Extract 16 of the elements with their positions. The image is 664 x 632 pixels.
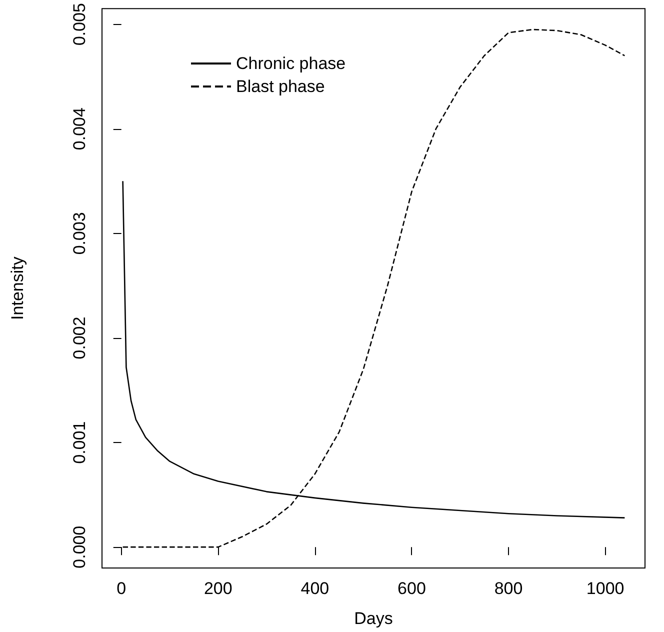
x-tick-label: 400 (300, 579, 330, 598)
x-axis-title: Days (354, 609, 393, 628)
x-tick-label: 0 (116, 579, 126, 598)
y-tick-label: 0.003 (70, 212, 89, 255)
y-tick-label: 0.004 (70, 108, 89, 150)
legend-label: Chronic phase (236, 54, 346, 73)
x-tick-label: 200 (204, 579, 232, 598)
legend-label: Blast phase (236, 77, 325, 96)
x-tick-label: 600 (398, 579, 426, 598)
x-tick-label: 1000 (586, 579, 624, 598)
y-tick-label: 0.005 (70, 2, 89, 46)
y-tick-label: 0.001 (70, 421, 89, 464)
x-tick-label: 800 (494, 579, 523, 598)
y-axis-title: Intensity (8, 256, 27, 320)
y-tick-label: 0.002 (70, 316, 89, 360)
y-tick-label: 0.000 (70, 526, 89, 568)
